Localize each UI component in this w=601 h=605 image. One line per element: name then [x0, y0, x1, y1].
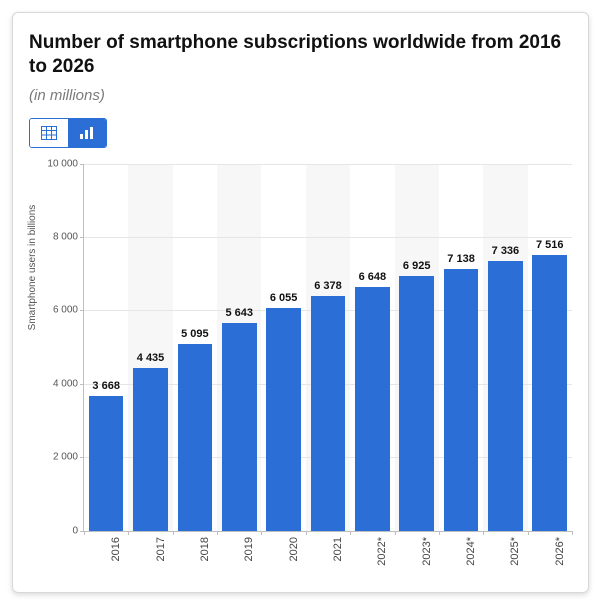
table-view-button[interactable]	[30, 119, 68, 147]
bar-value-label: 6 648	[359, 271, 387, 283]
y-tick-mark	[80, 384, 84, 385]
bar	[444, 269, 479, 531]
x-tick-mark	[483, 531, 484, 535]
x-tick-label: 2021	[332, 537, 344, 561]
y-tick-label: 8 000	[53, 231, 78, 242]
chart-card: Number of smartphone subscriptions world…	[12, 12, 589, 593]
bar	[488, 261, 523, 530]
bar-slot: 4 4352017	[128, 164, 172, 531]
chart-area: Smartphone users in billions 3 66820164 …	[29, 158, 572, 578]
x-tick-mark	[528, 531, 529, 535]
y-tick-mark	[80, 237, 84, 238]
x-tick-label: 2020	[288, 537, 300, 561]
bar	[355, 287, 390, 531]
plot-region: 3 66820164 43520175 09520185 64320196 05…	[83, 164, 572, 532]
bar-value-label: 4 435	[137, 352, 165, 364]
y-tick-mark	[80, 457, 84, 458]
bar	[532, 255, 567, 531]
chart-view-button[interactable]	[68, 119, 106, 147]
bar	[222, 323, 257, 530]
y-tick-mark	[80, 310, 84, 311]
bar-slot: 6 0552020	[261, 164, 305, 531]
x-tick-mark	[395, 531, 396, 535]
bar-value-label: 6 925	[403, 260, 431, 272]
x-tick-mark	[217, 531, 218, 535]
chart-subtitle: (in millions)	[29, 87, 572, 104]
x-tick-mark	[572, 531, 573, 535]
bar-value-label: 5 095	[181, 328, 209, 340]
y-tick-label: 6 000	[53, 305, 78, 316]
bar-chart-icon	[79, 126, 95, 140]
chart-title: Number of smartphone subscriptions world…	[29, 31, 572, 79]
bar	[399, 276, 434, 530]
x-tick-mark	[173, 531, 174, 535]
bar-value-label: 3 668	[92, 380, 120, 392]
x-tick-mark	[439, 531, 440, 535]
bar-value-label: 6 378	[314, 280, 342, 292]
y-tick-label: 10 000	[47, 158, 78, 169]
bar-value-label: 7 336	[492, 245, 520, 257]
bar-slot: 5 6432019	[217, 164, 261, 531]
x-tick-label: 2026*	[554, 537, 566, 566]
x-tick-label: 2023*	[421, 537, 433, 566]
x-tick-label: 2016	[110, 537, 122, 561]
y-tick-mark	[80, 164, 84, 165]
bar-value-label: 7 138	[447, 253, 475, 265]
x-tick-mark	[261, 531, 262, 535]
y-axis-label: Smartphone users in billions	[27, 204, 38, 330]
bar-slot: 6 9252023*	[395, 164, 439, 531]
x-tick-label: 2017	[155, 537, 167, 561]
bar-slot: 6 6482022*	[350, 164, 394, 531]
bar	[311, 296, 346, 530]
bars-container: 3 66820164 43520175 09520185 64320196 05…	[84, 164, 572, 531]
x-tick-mark	[350, 531, 351, 535]
bar-slot: 7 5162026*	[528, 164, 572, 531]
y-tick-label: 4 000	[53, 378, 78, 389]
bar-slot: 7 3362025*	[483, 164, 527, 531]
bar-value-label: 5 643	[225, 307, 253, 319]
bar-value-label: 7 516	[536, 239, 564, 251]
bar-slot: 7 1382024*	[439, 164, 483, 531]
x-tick-label: 2024*	[465, 537, 477, 566]
x-tick-label: 2022*	[376, 537, 388, 566]
x-tick-label: 2018	[199, 537, 211, 561]
bar	[89, 396, 124, 531]
bar-slot: 3 6682016	[84, 164, 128, 531]
x-tick-mark	[306, 531, 307, 535]
bar-slot: 6 3782021	[306, 164, 350, 531]
x-tick-label: 2019	[243, 537, 255, 561]
y-tick-label: 2 000	[53, 452, 78, 463]
table-icon	[41, 126, 57, 140]
bar	[178, 344, 213, 531]
view-toggle-group	[29, 118, 107, 148]
bar	[266, 308, 301, 530]
bar-value-label: 6 055	[270, 292, 298, 304]
x-tick-mark	[128, 531, 129, 535]
bar	[133, 368, 168, 531]
x-tick-label: 2025*	[509, 537, 521, 566]
y-tick-label: 0	[72, 525, 78, 536]
x-tick-mark	[84, 531, 85, 535]
bar-slot: 5 0952018	[173, 164, 217, 531]
